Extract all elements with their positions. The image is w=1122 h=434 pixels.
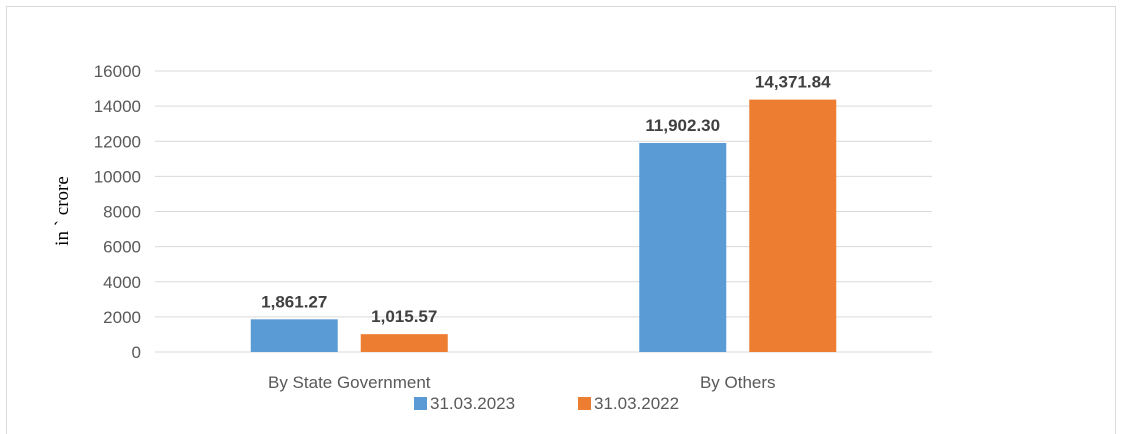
bar [250,319,338,352]
y-tick-label: 4000 [103,273,141,292]
data-label: 14,371.84 [755,73,831,92]
data-label: 1,015.57 [371,307,437,326]
y-tick-label: 2000 [103,308,141,327]
legend-swatch [578,397,591,410]
legend: 31.03.2023 31.03.2022 [414,394,679,413]
chart-area [6,6,1116,434]
y-tick-label: 12000 [94,132,141,151]
bars [250,99,837,352]
bar [360,334,448,352]
y-tick-label: 0 [132,343,141,362]
bar [749,99,837,352]
legend-swatch [414,397,427,410]
y-axis-ticks: 0 2000 4000 6000 8000 10000 12000 14000 16000 [94,62,141,362]
legend-label: 31.03.2023 [430,394,515,413]
y-tick-label: 14000 [94,97,141,116]
data-label: 11,902.30 [645,116,720,135]
bar [639,142,727,352]
category-label: By State Government [268,373,431,392]
data-labels: 1,861.27 1,015.57 11,902.30 14,371.84 [261,73,831,327]
category-label: By Others [700,373,776,392]
x-axis-categories: By State Government By Others [268,373,776,392]
y-tick-label: 10000 [94,167,141,186]
y-axis-label: in ` crore [52,176,73,246]
legend-label: 31.03.2022 [594,394,679,413]
y-tick-label: 8000 [103,203,141,222]
data-label: 1,861.27 [261,292,327,311]
y-tick-label: 16000 [94,62,141,81]
y-tick-label: 6000 [103,238,141,257]
